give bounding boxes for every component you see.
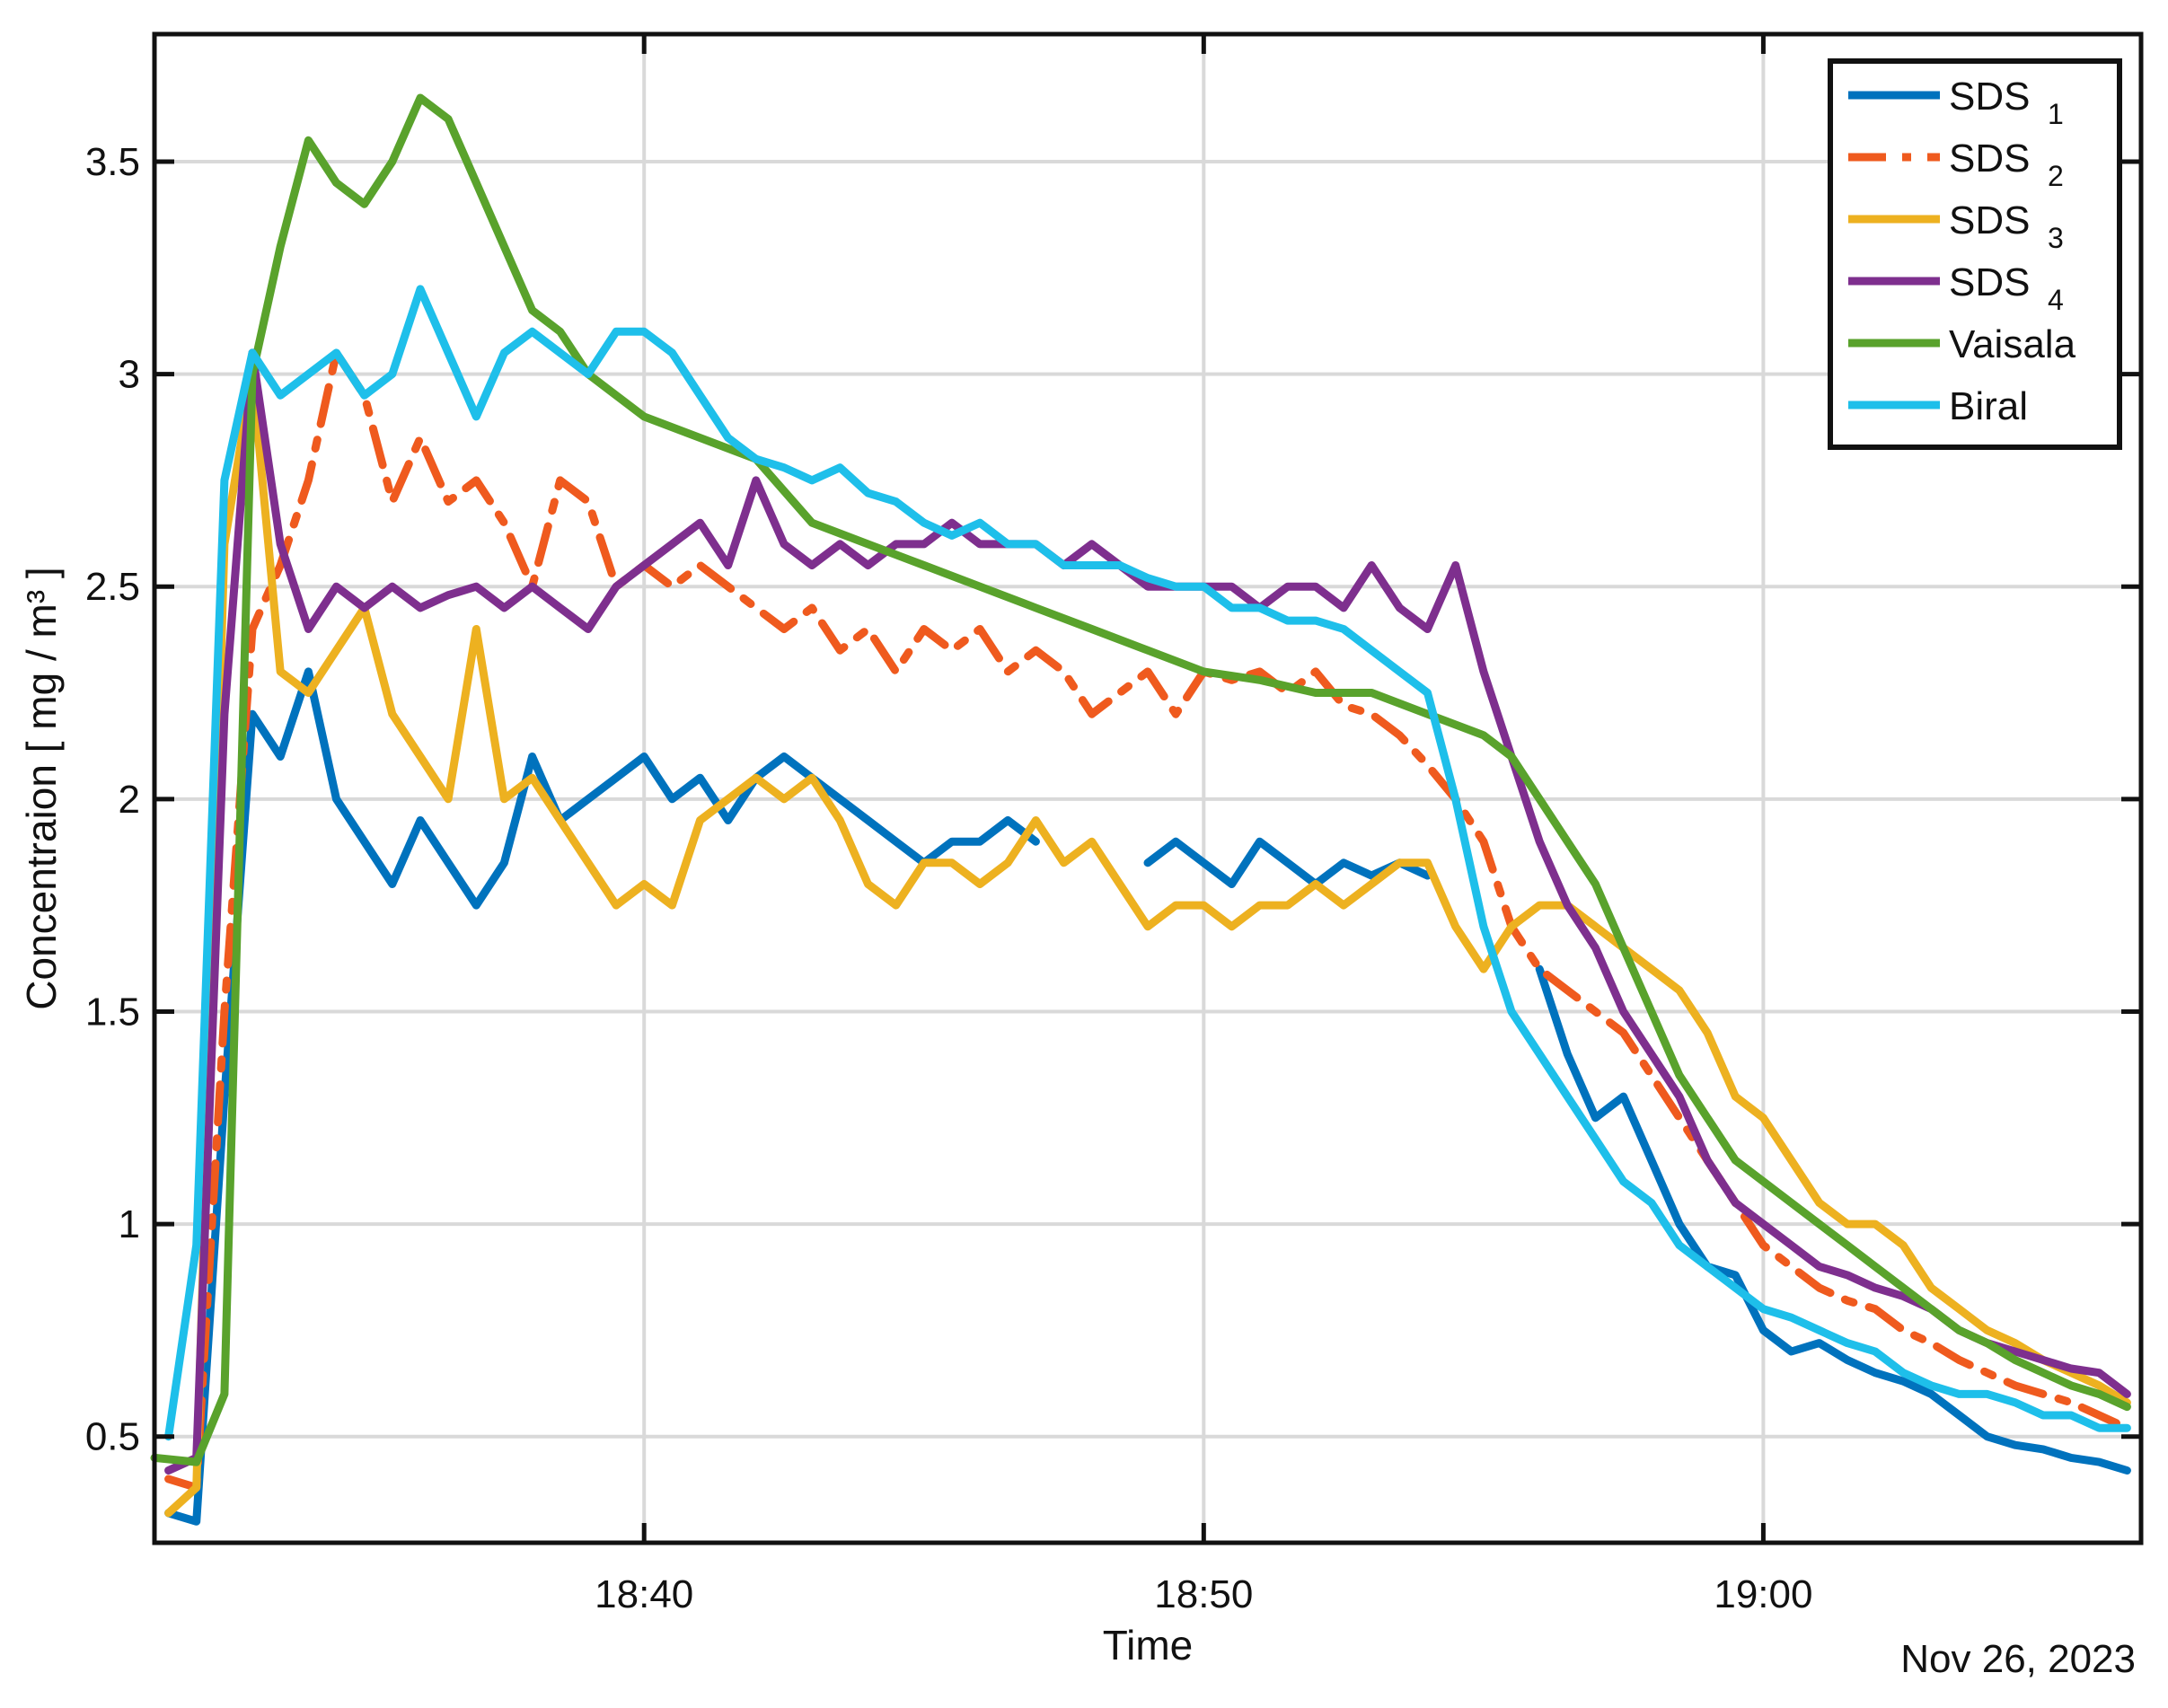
data-series xyxy=(150,93,2131,1526)
legend-label: SDS xyxy=(1949,75,2030,119)
legend-box xyxy=(1828,58,2122,450)
grid xyxy=(154,34,2141,1543)
legend-item-sds-3: SDS 3 xyxy=(1848,198,2064,254)
date-label: Nov 26, 2023 xyxy=(1900,1637,2136,1681)
series-line-vaisala xyxy=(150,93,2131,1466)
series-biral xyxy=(164,285,2131,1441)
series-sds-4 xyxy=(164,348,2131,1475)
plot-background xyxy=(154,34,2141,1543)
series-line-biral xyxy=(164,285,2131,1441)
y-tick-label: 1.5 xyxy=(85,990,140,1034)
legend-item-sds-4: SDS 4 xyxy=(1848,260,2064,316)
y-tick-label: 2.5 xyxy=(85,565,140,609)
axis-ticks: 18:40 18:50 19:00 0.5 1 1.5 2 2.5 3 3.5 xyxy=(85,34,2141,1616)
legend-item-vaisala: Vaisala xyxy=(1848,322,2076,366)
series-line-sds-2 xyxy=(164,348,2131,1492)
legend-label: Biral xyxy=(1949,384,2028,428)
x-axis-label: Time xyxy=(1103,1622,1194,1668)
y-tick-label: 3 xyxy=(119,353,140,397)
x-tick-label: 18:40 xyxy=(595,1572,693,1616)
legend-label: SDS xyxy=(1949,198,2030,242)
legend-subscript: 4 xyxy=(2048,284,2064,316)
y-tick-label: 2 xyxy=(119,778,140,822)
y-tick-label: 1 xyxy=(119,1202,140,1246)
legend-item-sds-1: SDS 1 xyxy=(1848,75,2064,130)
plot-frame xyxy=(152,31,2144,1545)
x-tick-label: 18:50 xyxy=(1154,1572,1253,1616)
legend: SDS 1 SDS 2 SDS 3 SDS 4 Vaisala Biral xyxy=(1828,58,2122,450)
series-line-sds-4 xyxy=(164,348,2131,1475)
series-sds-3 xyxy=(164,370,2131,1518)
legend-subscript: 1 xyxy=(2048,98,2064,130)
legend-subscript: 3 xyxy=(2048,222,2064,254)
y-tick-label: 3.5 xyxy=(85,140,140,184)
legend-label: Vaisala xyxy=(1949,322,2076,366)
series-vaisala xyxy=(150,93,2131,1466)
y-axis-label: Concentraion [ mg / m³ ] xyxy=(18,567,65,1009)
legend-label: SDS xyxy=(1949,260,2030,304)
y-tick-label: 0.5 xyxy=(85,1415,140,1459)
legend-item-biral: Biral xyxy=(1848,384,2028,428)
series-line-sds-3 xyxy=(164,370,2131,1518)
series-sds-2 xyxy=(164,348,2131,1492)
legend-item-sds-2: SDS 2 xyxy=(1848,136,2064,192)
legend-subscript: 2 xyxy=(2048,160,2064,192)
legend-label: SDS xyxy=(1949,136,2030,180)
x-tick-label: 19:00 xyxy=(1714,1572,1812,1616)
